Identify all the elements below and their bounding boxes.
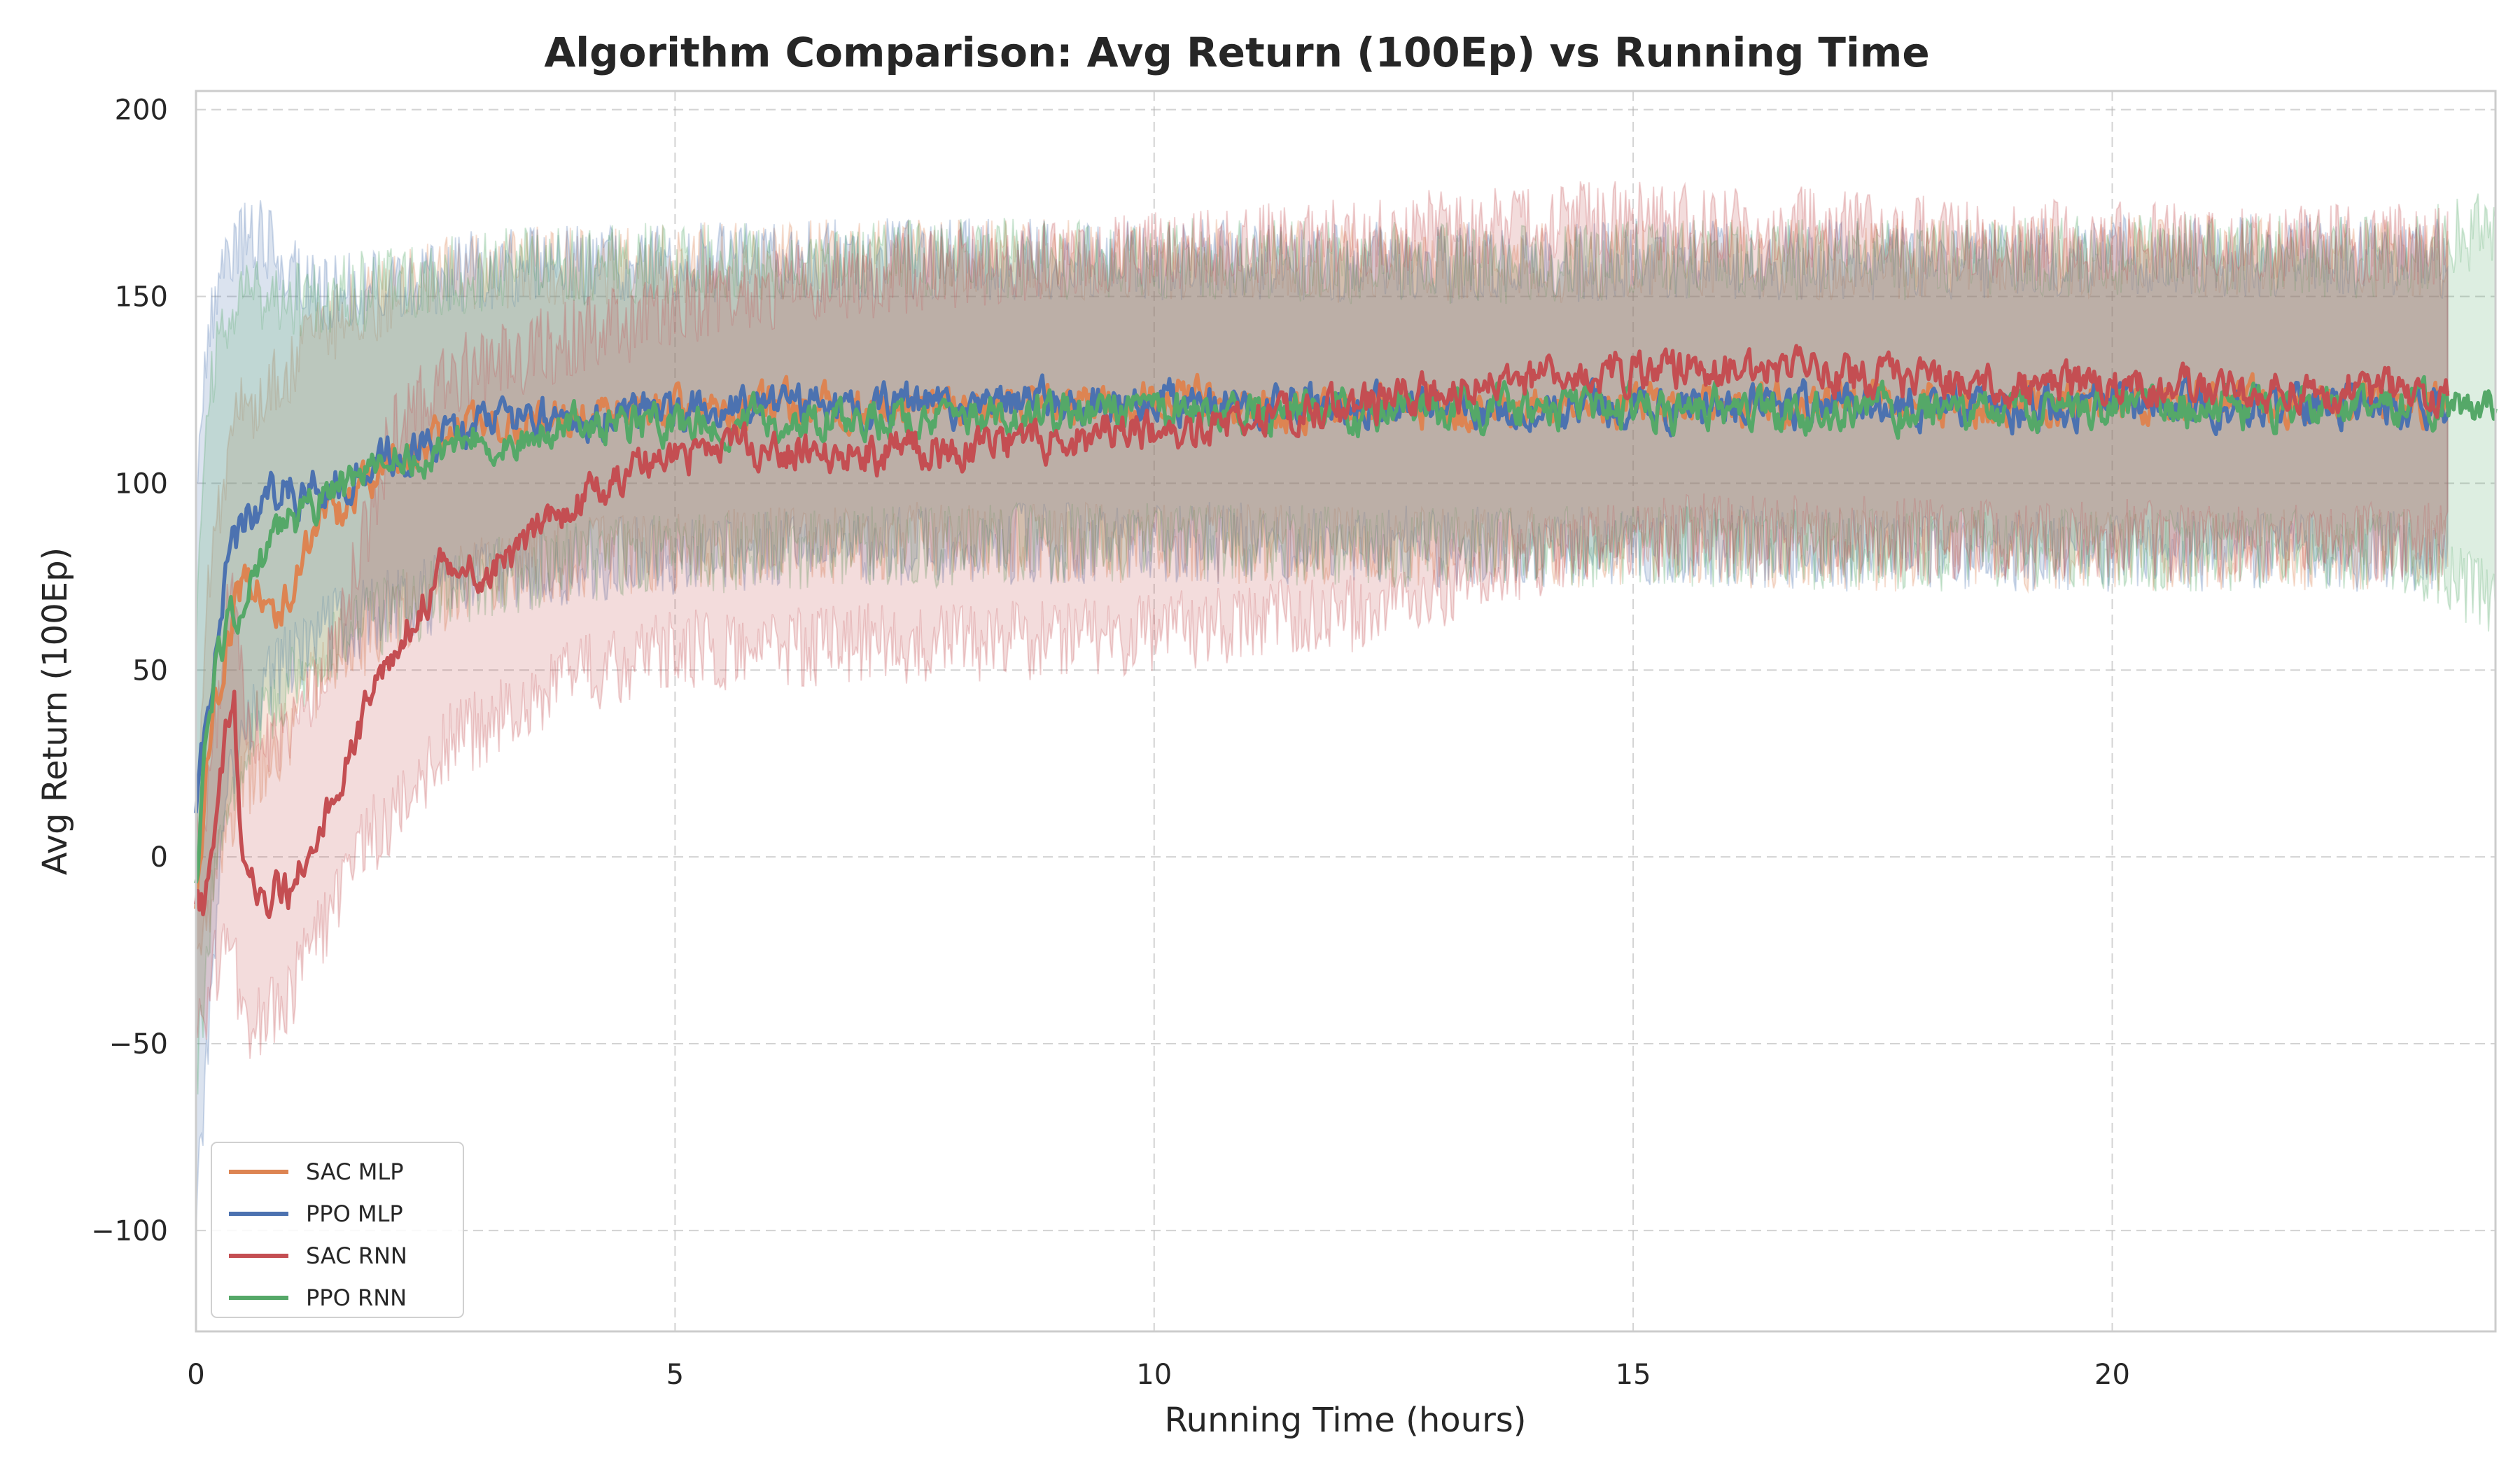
legend-label: SAC MLP (306, 1158, 403, 1185)
y-tick-label: 0 (150, 841, 168, 874)
y-tick-label: 150 (115, 281, 168, 314)
y-tick-label: −50 (109, 1028, 168, 1060)
legend-label: PPO RNN (306, 1284, 407, 1311)
x-axis-label: Running Time (hours) (1164, 1401, 1526, 1440)
series-lines (194, 344, 2498, 920)
y-tick-label: 200 (115, 94, 168, 127)
x-tick-label: 0 (187, 1359, 204, 1391)
x-tick-label: 15 (1616, 1359, 1651, 1391)
x-tick-label: 20 (2094, 1359, 2130, 1391)
chart-title: Algorithm Comparison: Avg Return (100Ep)… (544, 29, 1929, 76)
legend-box (211, 1142, 464, 1318)
x-ticks: 0 5 10 15 20 (187, 1359, 2130, 1391)
legend-label: SAC RNN (306, 1242, 407, 1269)
y-tick-label: 50 (132, 654, 168, 687)
y-tick-label: −100 (91, 1215, 168, 1247)
legend-label: PPO MLP (306, 1200, 403, 1227)
y-ticks: −100 −50 0 50 100 150 200 (91, 94, 168, 1247)
y-axis-label: Avg Return (100Ep) (36, 547, 75, 876)
grid (195, 91, 2496, 1331)
y-tick-label: 100 (115, 468, 168, 500)
x-tick-label: 10 (1136, 1359, 1172, 1391)
line-ppo-rnn (194, 374, 2498, 884)
line-sac-rnn (194, 344, 2450, 920)
legend: SAC MLP PPO MLP SAC RNN PPO RNN (211, 1142, 464, 1318)
plot-frame (195, 90, 2497, 1333)
x-tick-label: 5 (666, 1359, 684, 1391)
